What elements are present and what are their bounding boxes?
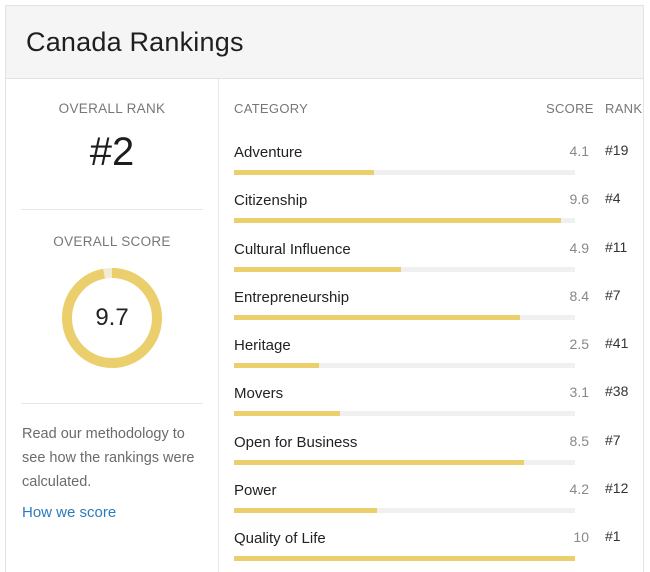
table-row: Adventure 4.1 #19	[234, 130, 643, 178]
category-rank: #7	[605, 431, 621, 448]
category-rank: #41	[605, 335, 629, 352]
table-header: CATEGORY SCORE RANK	[234, 101, 643, 119]
column-header-score: SCORE	[546, 101, 594, 116]
overall-score-label: OVERALL SCORE	[53, 234, 171, 249]
score-bar-track	[234, 218, 575, 224]
score-bar-fill	[234, 363, 320, 369]
category-rank: #1	[605, 528, 621, 545]
category-rank: #11	[605, 238, 628, 255]
table-row: Movers 3.1 #38	[234, 371, 643, 419]
table-row: Open for Business 8.5 #7	[234, 420, 643, 468]
score-bar-track	[234, 556, 575, 562]
how-we-score-link[interactable]: How we score	[22, 504, 117, 521]
category-rows: Adventure 4.1 #19 Citizenship 9.6 #4 Cul…	[234, 130, 643, 565]
score-bar-fill	[234, 314, 521, 320]
score-ring: 9.7	[57, 263, 167, 373]
score-bar-track	[234, 459, 575, 465]
category-rank: #4	[605, 190, 621, 207]
score-ring-arc	[62, 268, 162, 368]
score-bar-track	[234, 314, 575, 320]
category-score: 4.9	[569, 239, 589, 256]
overall-panel: OVERALL RANK #2 OVERALL SCORE 9.7 Read o…	[6, 79, 219, 572]
table-row: Power 4.2 #12	[234, 468, 643, 516]
table-row: Citizenship 9.6 #4	[234, 178, 643, 226]
table-row: Entrepreneurship 8.4 #7	[234, 275, 643, 323]
divider	[21, 403, 203, 404]
table-row: Heritage 2.5 #41	[234, 323, 643, 371]
overall-score-section: OVERALL SCORE 9.7	[6, 234, 218, 373]
category-score: 8.5	[569, 432, 589, 449]
card-header: Canada Rankings	[6, 6, 643, 79]
category-score: 10	[573, 529, 589, 546]
score-bar-fill	[234, 411, 340, 417]
divider	[21, 209, 203, 210]
category-score: 2.5	[569, 336, 589, 353]
category-table: CATEGORY SCORE RANK Adventure 4.1 #19 Ci…	[219, 79, 643, 572]
card-body: OVERALL RANK #2 OVERALL SCORE 9.7 Read o…	[6, 79, 643, 572]
methodology-text: Read our methodology to see how the rank…	[22, 426, 195, 490]
overall-score-value: 9.7	[95, 304, 129, 331]
category-name: Entrepreneurship	[234, 288, 350, 306]
category-rank: #38	[605, 383, 629, 400]
overall-rank-section: OVERALL RANK #2	[6, 101, 218, 175]
category-score: 3.1	[569, 384, 589, 401]
category-score: 9.6	[569, 191, 589, 208]
category-score: 8.4	[569, 287, 589, 304]
column-header-category: CATEGORY	[234, 101, 309, 116]
score-bar-track	[234, 411, 575, 417]
category-name: Heritage	[234, 337, 291, 355]
column-header-rank: RANK	[605, 101, 643, 116]
score-bar-fill	[234, 508, 378, 514]
score-bar-fill	[234, 556, 575, 562]
score-bar-track	[234, 170, 575, 175]
score-bar-fill	[234, 266, 402, 272]
category-rank: #7	[605, 286, 621, 303]
score-bar-fill	[234, 170, 374, 175]
table-row: Quality of Life 10 #1	[234, 516, 643, 564]
score-bar-track	[234, 266, 575, 272]
category-score: 4.2	[569, 481, 589, 498]
category-name: Cultural Influence	[234, 240, 351, 258]
score-bar-track	[234, 508, 575, 514]
table-row: Cultural Influence 4.9 #11	[234, 227, 643, 275]
score-bar-fill	[234, 218, 562, 224]
category-name: Citizenship	[234, 192, 308, 210]
category-name: Open for Business	[234, 433, 358, 451]
overall-rank-value: #2	[89, 130, 135, 174]
page-title: Canada Rankings	[26, 26, 244, 57]
category-name: Adventure	[234, 144, 303, 161]
category-name: Power	[234, 482, 277, 500]
category-score: 4.1	[569, 143, 589, 159]
category-name: Quality of Life	[234, 530, 326, 548]
rankings-card: Canada Rankings OVERALL RANK #2 OVERALL …	[5, 5, 644, 572]
category-rank: #12	[605, 480, 629, 497]
category-name: Movers	[234, 385, 284, 403]
category-rank: #19	[605, 142, 629, 158]
score-bar-track	[234, 363, 575, 369]
overall-rank-label: OVERALL RANK	[58, 101, 166, 116]
score-bar-fill	[234, 459, 524, 465]
score-ring-graphic	[62, 268, 162, 368]
